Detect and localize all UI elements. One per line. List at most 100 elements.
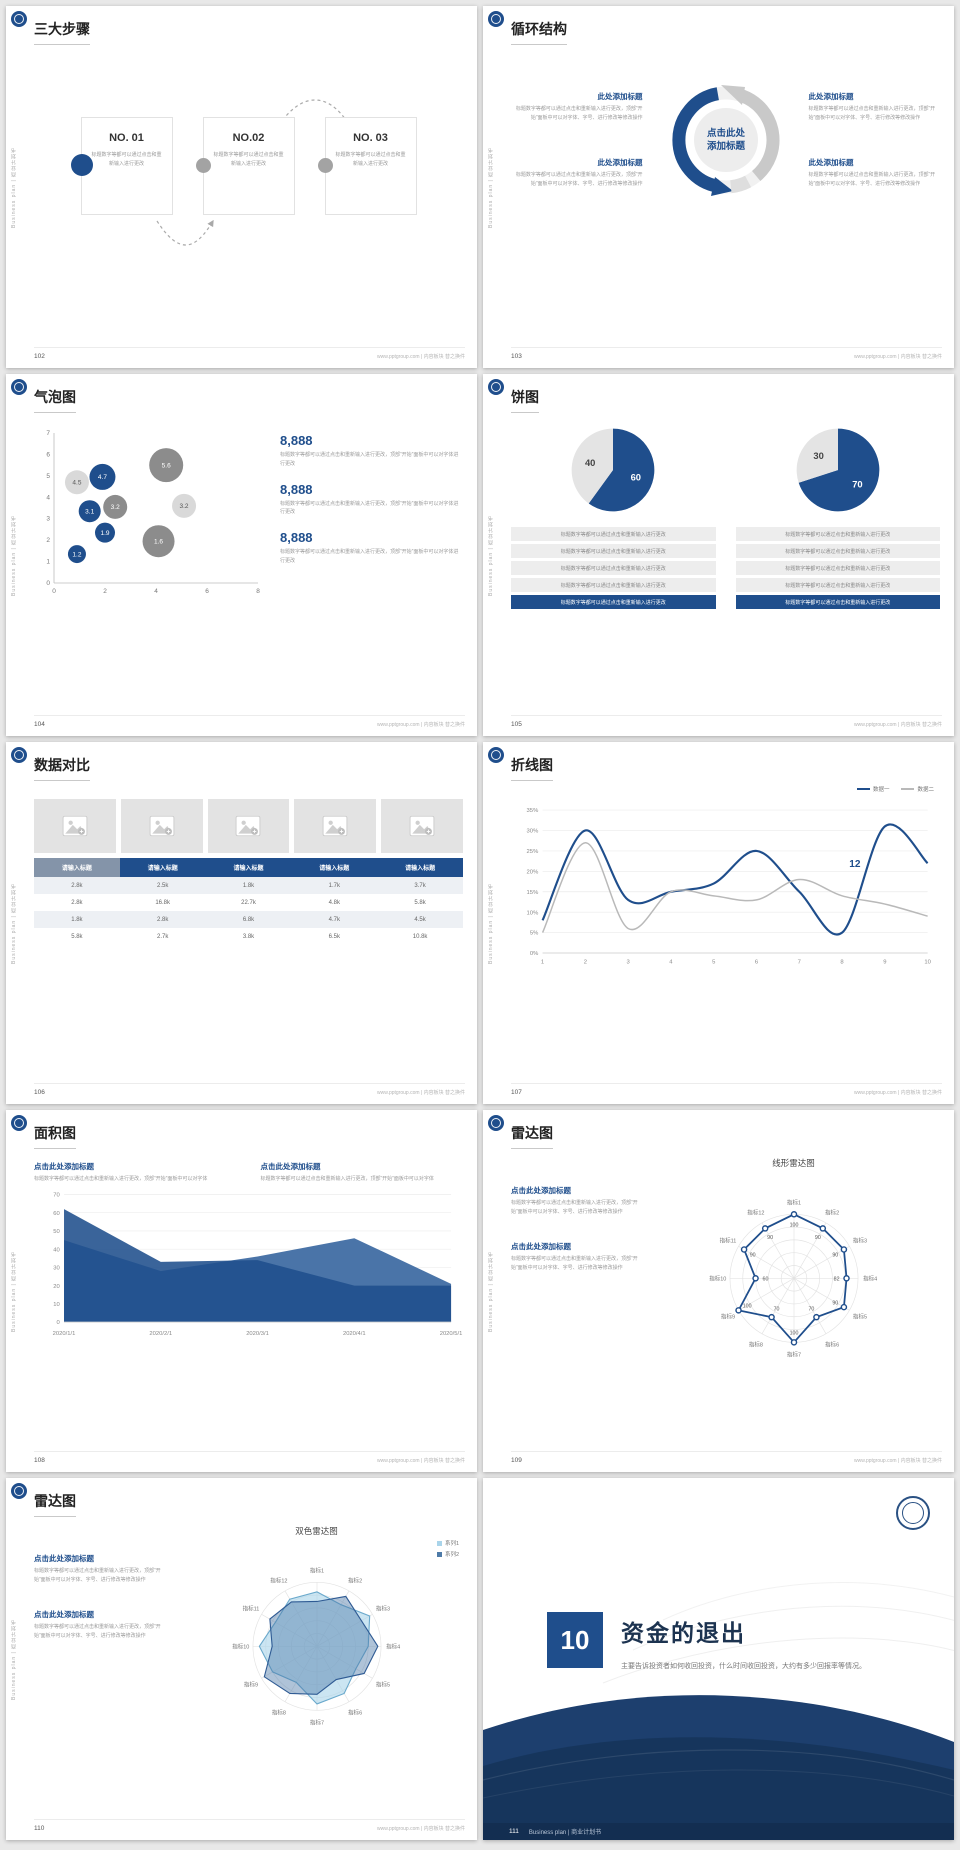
table-cell: 3.7k xyxy=(377,877,463,894)
slide-104[interactable]: Business plan | 商业计划书 气泡图 0 1 2 3 4 5 6 7 0 2 4 6 8 4… xyxy=(6,374,477,736)
svg-text:6: 6 xyxy=(205,588,209,595)
slide-106[interactable]: Business plan | 商业计划书 数据对比 请输入标题 请输入标题 请输入… xyxy=(6,742,477,1104)
text-column: 点击此处添加标题 标题数字等都可以通过点击和重新输入进行更改，顶部“开始”面板中… xyxy=(34,1523,166,1641)
slide-109[interactable]: Business plan | 商业计划书 雷达图 点击此处添加标题 标题数字等… xyxy=(483,1110,954,1472)
radar-point xyxy=(842,1275,850,1282)
pie-slice xyxy=(588,428,655,512)
block-heading: 点击此处添加标题 xyxy=(511,1186,571,1195)
sidebar-vertical-text: Business plan | 商业计划书 xyxy=(488,1250,494,1332)
text-block[interactable]: 点击此处添加标题 标题数字等都可以通过点击和重新输入进行更改，顶部“开始”面板中… xyxy=(511,1241,643,1273)
svg-text:5%: 5% xyxy=(530,931,538,937)
radar-axis-label: 指标7 xyxy=(786,1351,800,1359)
slide-body: 数据对比 请输入标题 请输入标题 请输入标题 请输入标题 请输入标题 2.8k 2.5k 1.… xyxy=(34,755,463,1078)
svg-text:5: 5 xyxy=(46,473,50,480)
table-cell: 5.8k xyxy=(71,933,83,940)
step-bullet-icon xyxy=(70,154,93,176)
section-body: 主要告诉投资者如何收回投资，什么时间收回投资，大约有多少回报率等情况。 xyxy=(621,1663,866,1670)
radar-axis-label: 指标11 xyxy=(242,1604,259,1612)
block-body: 标题数字等都可以通过点击和重新输入进行更改，顶部“开始”面板中可以对字体、字号、… xyxy=(34,1568,161,1583)
legend-label: 数据一 xyxy=(872,787,890,793)
text-block[interactable]: 此处添加标题 标题数字等都可以通过点击和重新输入进行更改，顶部“开始”面板中可以… xyxy=(809,91,941,123)
block-body: 标题数字等都可以通过点击和重新输入进行更改，顶部“开始”面板中可以对字体、字号、… xyxy=(511,1200,638,1215)
block-body: 标题数字等都可以通过点击和重新输入进行更改，顶部“开始”面板中可以对字体 xyxy=(34,1176,208,1182)
svg-text:25%: 25% xyxy=(527,849,539,855)
radar-axis-label: 指标12 xyxy=(270,1577,287,1585)
data-label: 100 xyxy=(742,1304,751,1310)
stat-item[interactable]: 8,888 标题数字等都可以通过点击和重新输入进行更改，顶部“开始”面板中可以对… xyxy=(280,482,463,518)
radar-point xyxy=(812,1313,820,1321)
logo-icon xyxy=(488,11,504,27)
logo-icon xyxy=(488,747,504,763)
bubble-label: 1.2 xyxy=(72,551,81,558)
legend-item: 数据一 xyxy=(856,785,890,793)
bubble-label: 4.5 xyxy=(72,479,81,486)
line-series xyxy=(541,823,929,936)
cover-background xyxy=(483,1582,954,1840)
footer-site-text: www.pptgroup.com | 内容板块 替之换件 xyxy=(854,1457,942,1464)
slide-102[interactable]: Business plan | 商业计划书 三大步骤 NO. 01 标题数字等 xyxy=(6,6,477,368)
stat-item[interactable]: 8,888 标题数字等都可以通过点击和重新输入进行更改，顶部“开始”面板中可以对… xyxy=(280,433,463,469)
slide-110[interactable]: Business plan | 商业计划书 雷达图 点击此处添加标题 标题数字等… xyxy=(6,1478,477,1840)
section-number-box: 10 xyxy=(547,1612,603,1668)
area-chart: 0 10 20 30 40 50 60 70 2020/1/1 2020/2/1 2020/3/1 2… xyxy=(53,1193,463,1337)
radar-axis-label: 指标9 xyxy=(720,1313,734,1321)
text-block[interactable]: 点击此处添加标题 标题数字等都可以通过点击和重新输入进行更改，顶部“开始”面板中… xyxy=(34,1161,237,1184)
slide-111[interactable]: 10 资金的退出 主要告诉投资者如何收回投资，什么时间收回投资，大约有多少回报率… xyxy=(483,1478,954,1840)
text-block[interactable]: 此处添加标题 标题数字等都可以通过点击和重新输入进行更改，顶部“开始”面板中可以… xyxy=(511,157,643,189)
pie-slice xyxy=(796,428,838,483)
block-heading: 点击此处添加标题 xyxy=(34,1610,94,1619)
text-block[interactable]: 点击此处添加标题 标题数字等都可以通过点击和重新输入进行更改，顶部“开始”面板中… xyxy=(34,1553,166,1585)
legend-swatch-icon xyxy=(901,788,915,790)
chart-panel: 双色雷达图 系列1 系列2 指标1 指标2 指标3 指标4 指标5 指标6 指标7 指标8 指标9… xyxy=(170,1523,463,1754)
slide-body: 三大步骤 NO. 01 标题数字等都可以通过点击和重新输入进行更改 xyxy=(34,19,463,342)
slide-103[interactable]: Business plan | 商业计划书 循环结构 此处添加标题 标题数字等都… xyxy=(483,6,954,368)
svg-text:0%: 0% xyxy=(530,951,538,957)
chart-subtitle: 双色雷达图 xyxy=(295,1526,338,1536)
slide-108[interactable]: Business plan | 商业计划书 面积图 点击此处添加标题 标题数字等… xyxy=(6,1110,477,1472)
svg-text:6: 6 xyxy=(755,960,758,966)
pie-label: 70 xyxy=(852,478,862,489)
stat-item[interactable]: 8,888 标题数字等都可以通过点击和重新输入进行更改，顶部“开始”面板中可以对… xyxy=(280,530,463,566)
radar-axis-label: 指标6 xyxy=(825,1341,839,1349)
block-body: 标题数字等都可以通过点击和重新输入进行更改，顶部“开始”面板中可以对字体、字号、… xyxy=(34,1624,161,1639)
table-cell: 2.8k xyxy=(119,911,206,928)
pie-caption-row: 标题数字等都可以通过点击和重新输入进行更改 xyxy=(735,544,940,558)
table-cell: 4.7k xyxy=(291,911,378,928)
slide-107[interactable]: Business plan | 商业计划书 折线图 数据一 数据二 0% 5% 10%… xyxy=(483,742,954,1104)
text-block[interactable]: 点击此处添加标题 标题数字等都可以通过点击和重新输入进行更改，顶部“开始”面板中… xyxy=(261,1161,464,1184)
page-title: 数据对比 xyxy=(34,755,90,781)
step-body: 标题数字等都可以通过点击和重新输入进行更改 xyxy=(213,152,284,167)
page-title: 三大步骤 xyxy=(34,19,90,45)
radar-axis-label: 指标8 xyxy=(748,1341,762,1349)
page-title: 雷达图 xyxy=(34,1491,76,1517)
pie-column: 70 30 标题数字等都可以通过点击和重新输入进行更改 标题数字等都可以通过点击和重… xyxy=(735,423,940,612)
text-block[interactable]: 此处添加标题 标题数字等都可以通过点击和重新输入进行更改，顶部“开始”面板中可以… xyxy=(809,157,941,189)
radar-axis-label: 指标6 xyxy=(348,1709,362,1717)
radar-axis-label: 指标4 xyxy=(863,1275,877,1283)
svg-text:5: 5 xyxy=(712,960,716,966)
cycle-right-column: 此处添加标题 标题数字等都可以通过点击和重新输入进行更改，顶部“开始”面板中可以… xyxy=(809,91,941,189)
cycle-center-line1: 点击此处 xyxy=(706,127,745,139)
text-block[interactable]: 点击此处添加标题 标题数字等都可以通过点击和重新输入进行更改，顶部“开始”面板中… xyxy=(511,1185,643,1217)
data-label: 90 xyxy=(749,1253,755,1259)
svg-text:2: 2 xyxy=(46,537,50,544)
slide-105[interactable]: Business plan | 商业计划书 饼图 60 40 标题数字等都可以通过… xyxy=(483,374,954,736)
svg-text:4: 4 xyxy=(669,960,673,966)
page-number: 102 xyxy=(34,352,45,360)
step-box[interactable]: NO. 03 标题数字等都可以通过点击和重新输入进行更改 xyxy=(317,117,417,215)
text-block[interactable]: 此处添加标题 标题数字等都可以通过点击和重新输入进行更改，顶部“开始”面板中可以… xyxy=(511,91,643,123)
text-block[interactable]: 点击此处添加标题 标题数字等都可以通过点击和重新输入进行更改，顶部“开始”面板中… xyxy=(34,1609,166,1641)
stat-value: 8,888 xyxy=(280,530,313,545)
chart-legend: 数据一 数据二 xyxy=(511,785,934,793)
radar-point xyxy=(790,1339,797,1346)
image-icon xyxy=(62,815,88,837)
cycle-left-column: 此处添加标题 标题数字等都可以通过点击和重新输入进行更改，顶部“开始”面板中可以… xyxy=(511,91,643,189)
text-column: 点击此处添加标题 标题数字等都可以通过点击和重新输入进行更改，顶部“开始”面板中… xyxy=(511,1155,643,1273)
step-box[interactable]: NO.02 标题数字等都可以通过点击和重新输入进行更改 xyxy=(195,117,295,215)
table-cell: 1.7k xyxy=(291,877,378,894)
step-box[interactable]: NO. 01 标题数字等都可以通过点击和重新输入进行更改 xyxy=(70,117,173,215)
legend-item: 系列1 xyxy=(436,1539,459,1547)
page-title: 折线图 xyxy=(511,755,553,781)
stat-body: 标题数字等都可以通过点击和重新输入进行更改，顶部“开始”面板中可以对字体进行更改 xyxy=(280,549,459,564)
